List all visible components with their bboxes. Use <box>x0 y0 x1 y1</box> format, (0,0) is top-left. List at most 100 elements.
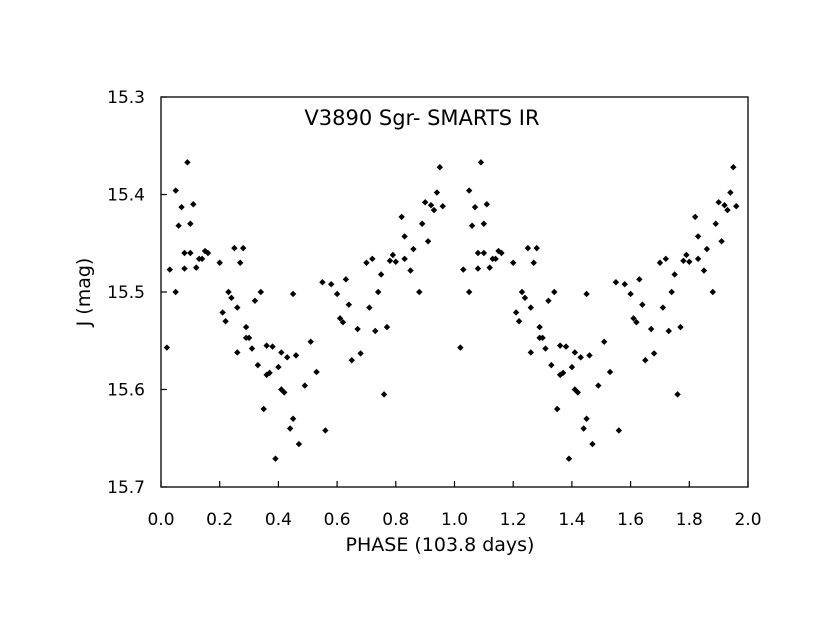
data-point <box>436 164 444 171</box>
data-point <box>659 304 667 311</box>
data-point <box>480 249 488 257</box>
x-tick-label: 2.0 <box>734 510 761 530</box>
data-point <box>269 343 276 350</box>
data-point <box>421 199 429 206</box>
data-point <box>292 352 300 359</box>
data-point <box>372 327 379 335</box>
data-point <box>568 363 576 371</box>
data-point <box>222 318 229 325</box>
data-point <box>650 350 658 357</box>
data-point <box>416 288 423 296</box>
data-point <box>245 334 253 342</box>
data-point <box>369 255 376 263</box>
data-point <box>272 455 279 462</box>
data-point <box>260 405 267 413</box>
data-point <box>301 382 309 389</box>
data-point <box>483 201 490 208</box>
data-point <box>430 206 438 214</box>
data-point <box>254 361 262 369</box>
data-point <box>465 187 473 194</box>
data-point <box>465 288 473 296</box>
data-point <box>712 220 719 227</box>
data-point <box>662 255 670 263</box>
data-point <box>339 319 347 326</box>
data-point <box>674 391 681 398</box>
data-point <box>228 294 235 302</box>
data-point <box>471 203 479 211</box>
data-point <box>709 288 716 296</box>
data-point <box>539 334 546 342</box>
x-tick-label: 1.2 <box>500 510 527 530</box>
data-point <box>647 325 655 333</box>
data-point <box>730 164 737 171</box>
data-point <box>278 349 285 356</box>
x-tick-label: 1.4 <box>558 510 585 530</box>
data-point <box>718 238 725 245</box>
data-point <box>383 323 391 331</box>
data-point <box>460 266 467 273</box>
data-point <box>691 213 699 221</box>
data-point <box>533 244 540 252</box>
data-point <box>518 288 526 296</box>
chart-title: V3890 Sgr- SMARTS IR <box>304 106 539 130</box>
data-point <box>348 357 355 364</box>
data-point <box>401 255 408 263</box>
data-point <box>281 389 288 396</box>
data-point <box>542 345 549 352</box>
data-point <box>683 251 690 259</box>
data-point <box>727 189 734 196</box>
data-point <box>656 259 664 266</box>
data-point <box>556 342 564 349</box>
data-point <box>551 288 558 296</box>
data-point <box>700 267 708 274</box>
data-point <box>595 382 602 389</box>
data-point <box>219 309 226 316</box>
data-point <box>480 220 488 227</box>
data-point <box>671 271 678 278</box>
data-point <box>234 304 241 311</box>
data-point <box>642 357 649 364</box>
x-tick-label: 1.6 <box>617 510 644 530</box>
data-point <box>680 257 687 264</box>
data-point <box>380 391 388 398</box>
y-tick-label: 15.3 <box>107 88 145 108</box>
data-point <box>374 288 382 296</box>
data-point <box>580 425 587 432</box>
data-point <box>724 206 731 214</box>
data-point <box>187 220 194 227</box>
y-tick-label: 15.6 <box>107 381 145 401</box>
data-point <box>477 159 485 166</box>
data-point <box>342 276 350 283</box>
data-point <box>627 290 634 298</box>
data-point <box>319 279 326 286</box>
data-point <box>263 342 270 349</box>
data-point <box>630 315 637 322</box>
data-point <box>715 199 722 206</box>
data-point <box>216 259 223 266</box>
data-point <box>694 255 702 263</box>
data-point <box>234 349 241 356</box>
data-point <box>307 338 314 345</box>
data-point <box>363 259 370 266</box>
data-point <box>389 251 397 259</box>
data-points <box>163 159 740 462</box>
data-point <box>257 288 264 296</box>
data-point <box>457 344 464 351</box>
data-point <box>512 309 520 316</box>
data-point <box>721 202 728 209</box>
x-tick-label: 1.8 <box>676 510 703 530</box>
data-point <box>175 222 182 229</box>
data-point <box>284 354 291 361</box>
data-point <box>295 440 303 448</box>
data-point <box>574 389 581 396</box>
data-point <box>615 427 623 434</box>
data-point <box>377 271 385 278</box>
data-point <box>225 288 232 296</box>
data-point <box>237 259 244 266</box>
data-point <box>633 319 640 326</box>
x-tick-label: 1.0 <box>441 510 468 530</box>
data-point <box>589 440 596 448</box>
data-point <box>184 159 191 166</box>
data-point <box>536 323 543 331</box>
